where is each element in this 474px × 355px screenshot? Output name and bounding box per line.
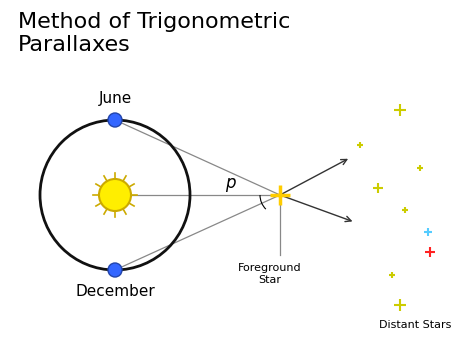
Circle shape	[99, 179, 131, 211]
Text: Foreground
Star: Foreground Star	[238, 263, 302, 285]
Text: June: June	[99, 91, 132, 106]
Text: December: December	[75, 284, 155, 299]
Circle shape	[108, 263, 122, 277]
Text: Distant Stars: Distant Stars	[379, 320, 451, 330]
Circle shape	[108, 113, 122, 127]
Text: Method of Trigonometric
Parallaxes: Method of Trigonometric Parallaxes	[18, 12, 291, 55]
Text: p: p	[225, 174, 235, 192]
